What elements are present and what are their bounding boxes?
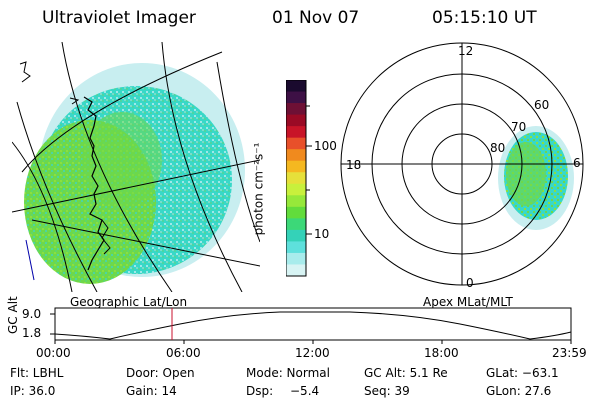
colorbar-stripe	[286, 149, 306, 162]
timeline-xtick-1200: 12:00	[295, 346, 330, 360]
colorbar-stripe	[286, 160, 306, 173]
ip-info: IP: 36.0	[10, 384, 56, 398]
mlt-label-0: 0	[466, 276, 474, 290]
dsp-value: −5.4	[290, 384, 320, 398]
date-label: 01 Nov 07	[272, 8, 360, 28]
dsp-label: Dsp:	[246, 384, 274, 398]
colorbar-stripe	[286, 264, 306, 277]
colorbar-stripe	[286, 229, 306, 242]
colorbar-tick-10: 10	[314, 227, 330, 241]
colorbar-stripe	[286, 91, 306, 104]
timeline-axis-title: GC Alt	[6, 296, 20, 334]
polar-mlat-mlt-map	[340, 42, 584, 286]
timeline-ytick-1-8: 1.8	[22, 326, 42, 340]
geographic-map	[12, 42, 260, 292]
mlat-label-80: 80	[490, 141, 506, 155]
timeline-xtick-0000: 00:00	[36, 346, 71, 360]
polar-map-label: Apex MLat/MLT	[423, 295, 513, 309]
colorbar-stripe	[286, 241, 306, 254]
door-info: Door: Open	[126, 366, 195, 380]
mode-info: Mode: Normal	[246, 366, 330, 380]
timeline-xtick-2359: 23:59	[552, 346, 587, 360]
mlt-label-12: 12	[458, 44, 474, 58]
colorbar-stripe	[286, 172, 306, 185]
mlt-label-18: 18	[346, 158, 362, 172]
geographic-map-label: Geographic Lat/Lon	[70, 295, 188, 309]
colorbar-stripe	[286, 252, 306, 265]
colorbar-stripe	[286, 218, 306, 231]
glat-info: GLat: −63.1	[486, 366, 559, 380]
colorbar-tick-100: 100	[314, 139, 337, 153]
lat-lon-grid	[12, 42, 260, 292]
colorbar-stripe	[286, 80, 306, 93]
altitude-timeline	[50, 307, 572, 344]
timeline-xtick-0600: 06:00	[166, 346, 201, 360]
timeline-ytick-9: 9.0	[22, 307, 42, 321]
colorbar-stripe	[286, 183, 306, 196]
mlt-label-6: 6	[573, 156, 581, 170]
seq-info: Seq: 39	[364, 384, 410, 398]
colorbar	[286, 80, 312, 277]
colorbar-stripe	[286, 195, 306, 208]
colorbar-stripe	[286, 126, 306, 139]
gain-info: Gain: 14	[126, 384, 177, 398]
colorbar-stripe	[286, 114, 306, 127]
altitude-curve	[54, 311, 572, 340]
mlat-label-70: 70	[511, 120, 527, 134]
colorbar-stripe	[286, 206, 306, 219]
app-title: Ultraviolet Imager	[42, 8, 196, 28]
mlat-label-60: 60	[534, 98, 550, 112]
filter-info: Flt: LBHL	[10, 366, 64, 380]
timeline-xtick-1800: 18:00	[424, 346, 459, 360]
colorbar-stripe	[286, 103, 306, 116]
colorbar-unit-label: photon cm⁻²s⁻¹	[251, 142, 266, 236]
glon-info: GLon: 27.6	[486, 384, 552, 398]
colorbar-stripe	[286, 137, 306, 150]
time-label: 05:15:10 UT	[432, 8, 537, 28]
gc-alt-info: GC Alt: 5.1 Re	[364, 366, 448, 380]
